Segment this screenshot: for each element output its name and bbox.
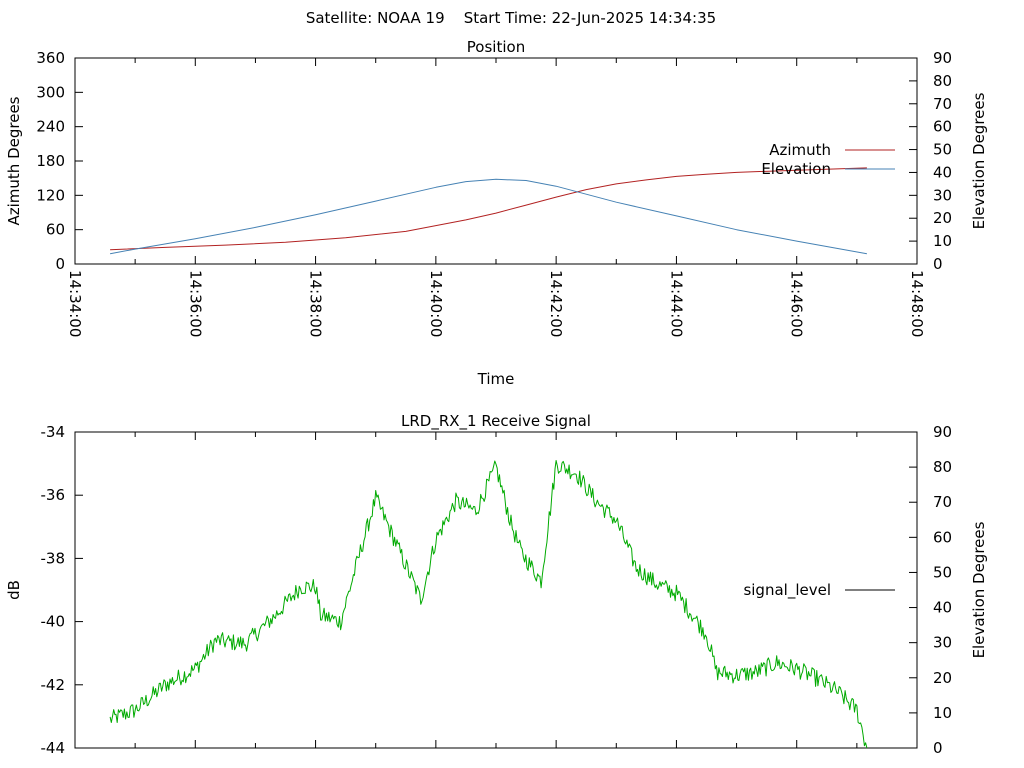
c1-y2-tick-label: 90 — [933, 423, 952, 441]
c1-y2-tick-label: 60 — [933, 528, 952, 546]
c1-y-tick-label: -38 — [41, 549, 66, 567]
c0-y2-tick-label: 90 — [933, 49, 952, 67]
c1-y-tick-label: -42 — [41, 676, 66, 694]
c0-y-tick-label: 0 — [55, 255, 65, 273]
c1-y2-tick-label: 40 — [933, 599, 952, 617]
chart-header-title: Satellite: NOAA 19 Start Time: 22-Jun-20… — [306, 9, 716, 27]
c1-y-axis-label: dB — [5, 580, 23, 600]
c0-y-tick-label: 240 — [36, 118, 65, 136]
c1-y2-tick-label: 30 — [933, 634, 952, 652]
c0-y-tick-label: 60 — [46, 221, 65, 239]
c0-chart-title: Position — [467, 38, 525, 56]
c0-y2-tick-label: 50 — [933, 141, 952, 159]
c0-legend-label: Elevation — [761, 160, 831, 178]
c0-x-tick-label: 14:36:00 — [186, 270, 204, 337]
c0-y-tick-label: 360 — [36, 49, 65, 67]
c1-y-tick-label: -40 — [41, 613, 66, 631]
c1-y-tick-label: -36 — [41, 486, 66, 504]
c1-chart-title: LRD_RX_1 Receive Signal — [401, 412, 591, 431]
c0-x-tick-label: 14:48:00 — [908, 270, 926, 337]
c1-y2-tick-label: 80 — [933, 458, 952, 476]
c1-y-tick-label: -44 — [41, 739, 66, 757]
c1-y2-tick-label: 0 — [933, 739, 943, 757]
c0-x-tick-label: 14:46:00 — [788, 270, 806, 337]
c1-y2-axis-label: Elevation Degrees — [970, 521, 988, 658]
c1-series-line-signal-level — [109, 460, 868, 749]
c0-y2-tick-label: 0 — [933, 255, 943, 273]
c0-y2-tick-label: 10 — [933, 232, 952, 250]
c0-legend-label: Azimuth — [769, 141, 831, 159]
c1-y2-tick-label: 10 — [933, 704, 952, 722]
position-chart: Position 14:34:00 14:36:00 14:38:00 14:40:00… — [5, 38, 988, 388]
c1-y-tick-label: -34 — [41, 423, 66, 441]
c0-x-tick-label: 14:40:00 — [427, 270, 445, 337]
c0-x-axis-label: Time — [477, 370, 515, 388]
c1-legend-label: signal_level — [743, 581, 831, 600]
c0-y-axis-label: Azimuth Degrees — [5, 96, 23, 225]
c0-y2-tick-label: 30 — [933, 186, 952, 204]
c0-series-line-azimuth — [110, 167, 867, 251]
receive-signal-chart: LRD_RX_1 Receive Signal -34 -36 -38 -40 -42 -4… — [5, 412, 988, 757]
c0-y-tick-label: 300 — [36, 83, 65, 101]
c0-x-tick-label: 14:38:00 — [307, 270, 325, 337]
c0-y2-axis-label: Elevation Degrees — [970, 92, 988, 229]
c0-y-tick-label: 120 — [36, 186, 65, 204]
c0-y-tick-label: 180 — [36, 152, 65, 170]
c1-y2-tick-label: 70 — [933, 493, 952, 511]
c0-x-tick-label: 14:42:00 — [547, 270, 565, 337]
c1-y2-tick-label: 20 — [933, 669, 952, 687]
c0-y2-tick-label: 70 — [933, 95, 952, 113]
c0-series-line-elevation — [110, 178, 867, 255]
c0-x-tick-label: 14:44:00 — [667, 270, 685, 337]
c0-x-tick-label: 14:34:00 — [66, 270, 84, 337]
c0-y2-tick-label: 80 — [933, 72, 952, 90]
c0-y2-tick-label: 40 — [933, 163, 952, 181]
c1-y2-tick-label: 50 — [933, 563, 952, 581]
c0-y2-tick-label: 20 — [933, 209, 952, 227]
c0-y2-tick-label: 60 — [933, 118, 952, 136]
